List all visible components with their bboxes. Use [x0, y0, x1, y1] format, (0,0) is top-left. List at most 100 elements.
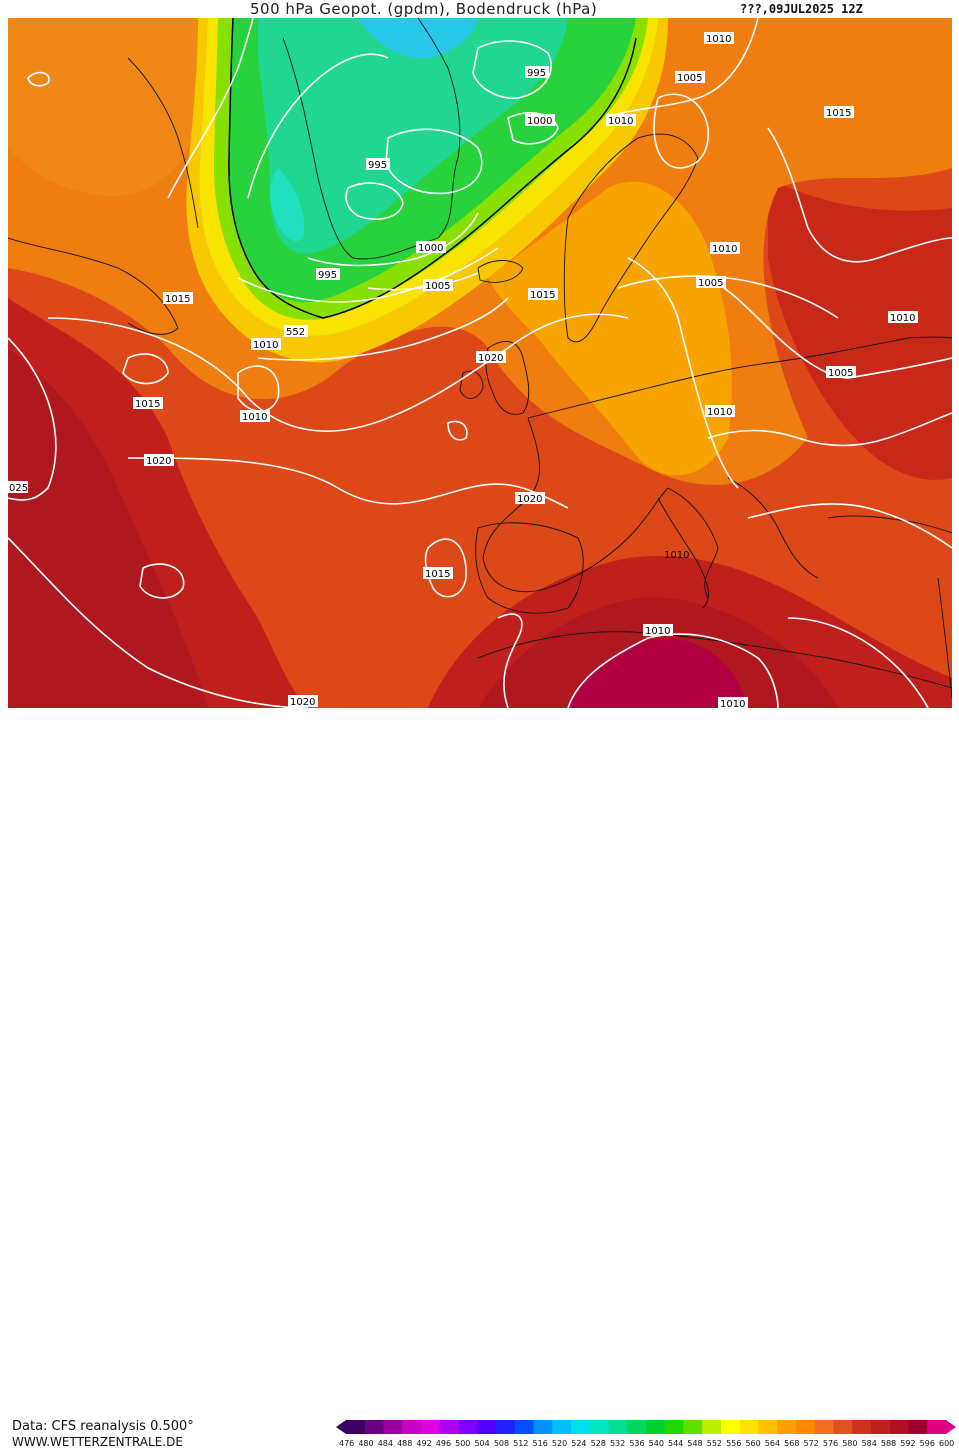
legend-swatch [683, 1420, 703, 1434]
legend-swatch [777, 1420, 797, 1434]
field-red-east [768, 178, 952, 480]
svg-text:025: 025 [9, 483, 28, 494]
legend-swatch [721, 1420, 741, 1434]
isobar-label: 552 [284, 325, 308, 338]
svg-text:1020: 1020 [146, 456, 171, 467]
svg-text:1010: 1010 [712, 244, 737, 255]
field-teal [258, 18, 568, 254]
svg-text:1010: 1010 [720, 699, 745, 708]
legend-swatch [477, 1420, 497, 1434]
footer-bar: Data: CFS reanalysis 0.500° WWW.WETTERZE… [0, 708, 959, 1449]
site-name: WWW.WETTERZENTRALE.DE [12, 1435, 183, 1449]
legend-swatch [739, 1420, 759, 1434]
legend-tick-label: 476 [339, 1439, 354, 1448]
legend-tick-label: 568 [784, 1439, 799, 1448]
svg-text:1010: 1010 [707, 407, 732, 418]
isobar-label: 1000 [525, 114, 555, 127]
legend-arrow-left [336, 1420, 346, 1434]
legend-swatch [796, 1420, 816, 1434]
isobar-label: 1015 [133, 397, 163, 410]
legend-tick-label: 536 [629, 1439, 644, 1448]
isobars [8, 18, 952, 708]
isobar-label: 1015 [528, 288, 558, 301]
legend-swatch [646, 1420, 666, 1434]
isobar-label: 1010 [718, 697, 748, 708]
legend-tick-label: 484 [378, 1439, 393, 1448]
legend-swatch [702, 1420, 722, 1434]
legend-tick-label: 516 [533, 1439, 548, 1448]
legend-swatch [833, 1420, 853, 1434]
legend-tick-label: 600 [939, 1439, 954, 1448]
legend-tick-label: 480 [358, 1439, 373, 1448]
isobar-label: 1020 [476, 351, 506, 364]
legend-swatch [889, 1420, 909, 1434]
legend-swatch [852, 1420, 872, 1434]
isobar-label: 1015 [423, 567, 453, 580]
svg-text:1010: 1010 [706, 34, 731, 45]
legend-tick-label: 524 [571, 1439, 586, 1448]
legend-swatch [814, 1420, 834, 1434]
color-legend: 476 480 484 488 492 496 500 504 508 512 516 520 524 5… [336, 1420, 956, 1448]
legend-tick-label: 588 [881, 1439, 896, 1448]
legend-swatch [421, 1420, 441, 1434]
svg-text:1005: 1005 [677, 73, 702, 84]
svg-text:1015: 1015 [530, 290, 555, 301]
isobar-label: 1005 [696, 276, 726, 289]
legend-swatch [589, 1420, 609, 1434]
field-magenta-sahara [568, 638, 748, 708]
isobar-labels: 995 1000 995 1010 1005 995 1000 1005 101… [8, 32, 918, 708]
legend-tick-label: 564 [765, 1439, 780, 1448]
svg-text:1010: 1010 [608, 116, 633, 127]
legend-tick-label: 584 [862, 1439, 877, 1448]
legend-tick-label: 592 [900, 1439, 915, 1448]
map-title: 500 hPa Geopot. (gpdm), Bodendruck (hPa) [250, 0, 598, 18]
svg-text:1000: 1000 [418, 243, 443, 254]
svg-text:552: 552 [286, 327, 305, 338]
isobar-label: 1010 [710, 242, 740, 255]
isobar-label: 025 [8, 481, 28, 494]
legend-swatch [364, 1420, 384, 1434]
isobar-label: 1015 [163, 292, 193, 305]
legend-tick-label: 528 [591, 1439, 606, 1448]
svg-text:995: 995 [527, 68, 546, 79]
legend-tick-label: 500 [455, 1439, 470, 1448]
legend-tick-label: 512 [513, 1439, 528, 1448]
svg-text:1010: 1010 [253, 340, 278, 351]
legend-swatch [758, 1420, 778, 1434]
legend-swatch [383, 1420, 403, 1434]
weather-map[interactable]: 995 1000 995 1010 1005 995 1000 1005 101… [8, 18, 952, 708]
isobar-label: 1020 [515, 492, 545, 505]
svg-text:995: 995 [368, 160, 387, 171]
legend-swatch [552, 1420, 572, 1434]
svg-text:1020: 1020 [290, 697, 315, 708]
svg-text:1010: 1010 [664, 550, 689, 561]
isobar-label: 1010 [888, 311, 918, 324]
isobar-label: 995 [316, 268, 340, 281]
svg-text:1015: 1015 [135, 399, 160, 410]
svg-text:1015: 1015 [425, 569, 450, 580]
legend-tick-label: 548 [687, 1439, 702, 1448]
svg-text:1020: 1020 [517, 494, 542, 505]
svg-text:1010: 1010 [242, 412, 267, 423]
svg-text:1005: 1005 [425, 281, 450, 292]
legend-swatch [664, 1420, 684, 1434]
legend-tick-label: 576 [823, 1439, 838, 1448]
isobar-label: 1015 [824, 106, 854, 119]
header-bar: 500 hPa Geopot. (gpdm), Bodendruck (hPa)… [0, 0, 959, 18]
svg-text:1015: 1015 [826, 108, 851, 119]
legend-swatch [927, 1420, 947, 1434]
isobar-label: 1010 [705, 405, 735, 418]
isobar-label: 1010 [606, 114, 636, 127]
svg-text:1000: 1000 [527, 116, 552, 127]
svg-text:1020: 1020 [478, 353, 503, 364]
isobar-label: 1020 [144, 454, 174, 467]
legend-swatch [458, 1420, 478, 1434]
isobar-label: 1010 [251, 338, 281, 351]
legend-swatch [514, 1420, 534, 1434]
legend-swatch [871, 1420, 891, 1434]
map-canvas: 995 1000 995 1010 1005 995 1000 1005 101… [8, 18, 952, 708]
isobar-label: 1005 [423, 279, 453, 292]
legend-tick-label: 580 [842, 1439, 857, 1448]
contour-552 [228, 18, 637, 319]
legend-swatch [439, 1420, 459, 1434]
